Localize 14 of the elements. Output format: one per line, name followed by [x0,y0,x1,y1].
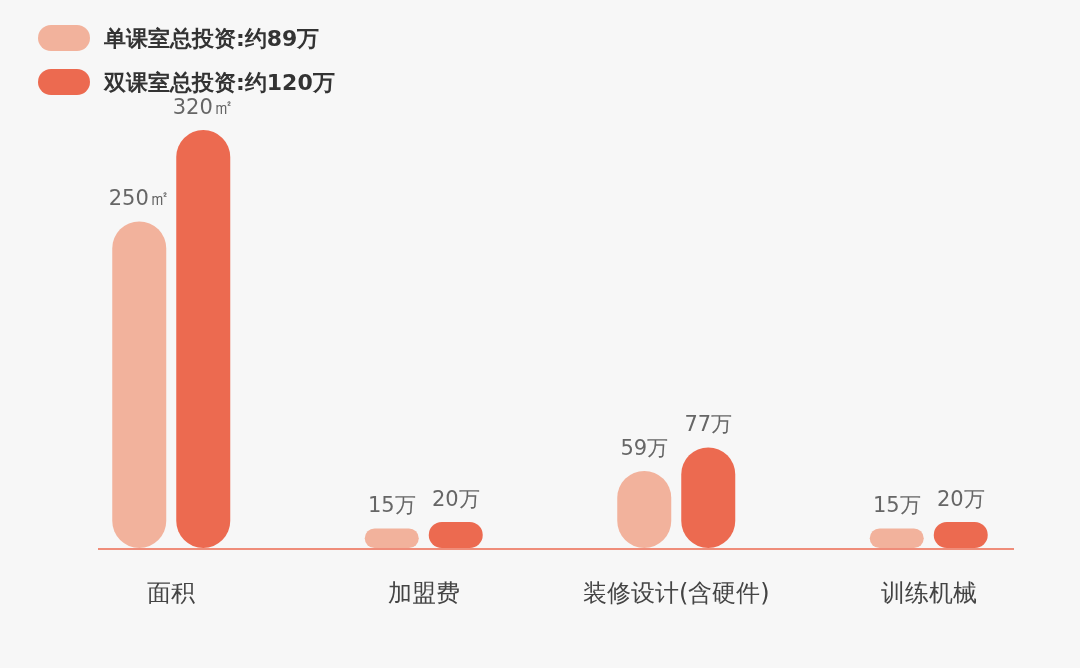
data-label: 250㎡ [108,186,170,211]
data-label: 15万 [367,493,416,518]
data-label: 59万 [620,435,669,460]
data-label: 20万 [936,486,985,511]
x-tick-label: 训练机械 [880,579,977,607]
x-tick-label: 加盟费 [387,579,460,607]
data-label: 320㎡ [172,95,234,119]
x-tick-label: 面积 [147,579,196,607]
data-label: 15万 [872,493,921,518]
legend-label: 单课室总投资:约89万 [103,26,320,51]
legend-label: 双课室总投资:约120万 [103,70,335,95]
data-label: 20万 [431,486,480,511]
data-label: 77万 [684,412,733,437]
x-tick-label: 装修设计(含硬件) [582,579,770,607]
